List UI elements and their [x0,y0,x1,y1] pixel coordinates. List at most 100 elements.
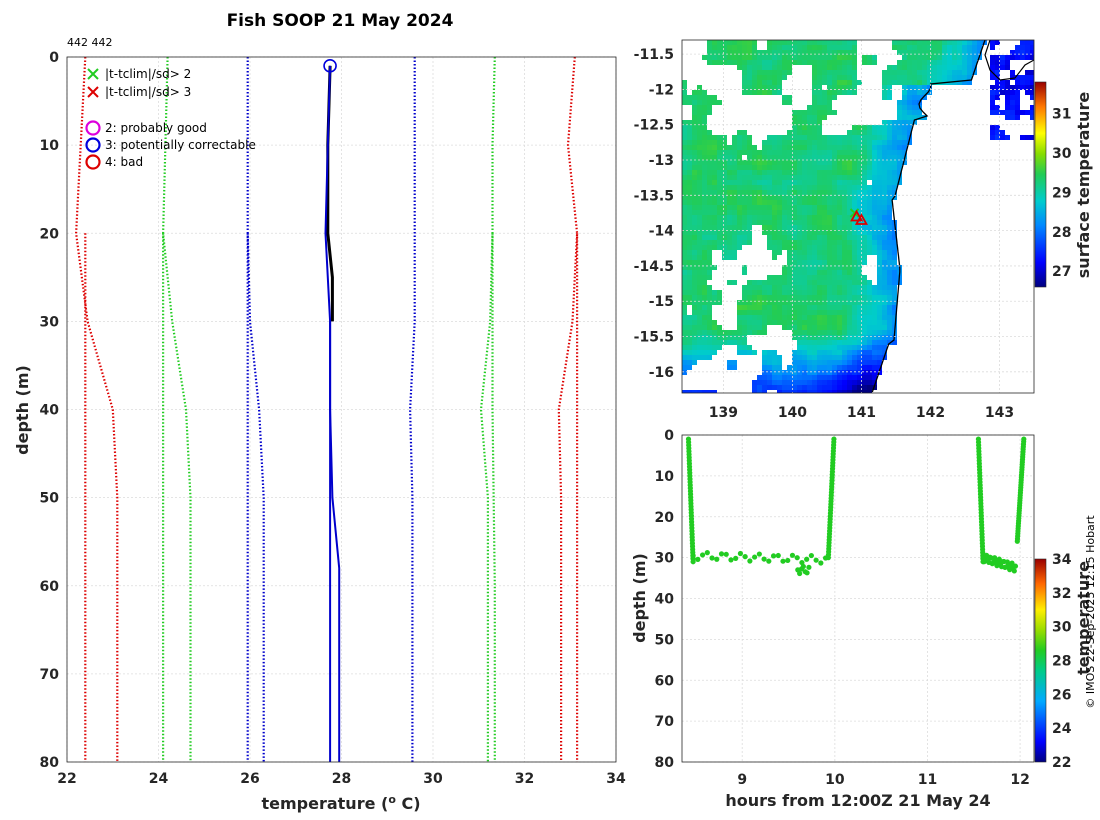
map-sst-cell [692,230,697,235]
map-sst-cell [812,200,817,205]
profile-series-line [74,56,119,762]
map-sst-cell [742,150,747,155]
map-sst-cell [807,255,812,260]
map-sst-cell [687,225,692,230]
map-sst-cell [722,190,727,195]
map-sst-cell [762,300,767,305]
map-sst-cell [802,390,807,393]
map-sst-cell [697,170,702,175]
map-sst-cell [837,370,842,375]
map-sst-cell [852,145,857,150]
map-sst-cell [792,300,797,305]
map-sst-cell [847,325,852,330]
map-sst-cell [872,125,877,130]
map-sst-cell [912,55,917,60]
map-sst-cell [792,125,797,130]
map-sst-cell [802,240,807,245]
map-sst-cell [887,150,892,155]
map-sst-cell [692,260,697,265]
map-sst-cell [712,160,717,165]
map-sst-cell [852,280,857,285]
map-sst-cell [802,360,807,365]
map-sst-cell [817,185,822,190]
map-sst-cell [832,305,837,310]
map-sst-cell [952,50,957,55]
map-sst-cell [782,230,787,235]
map-sst-cell [862,150,867,155]
map-sst-cell [827,360,832,365]
map-sst-cell [995,130,1000,135]
map-sst-cell [877,340,882,345]
map-sst-cell [837,215,842,220]
map-sst-cell [877,250,882,255]
map-x-marker [849,208,860,218]
map-sst-cell [792,50,797,55]
map-sst-cell [712,55,717,60]
map-sst-cell [792,145,797,150]
map-sst-cell [817,55,822,60]
time-point [804,570,810,576]
time-y-tick-label: 80 [655,755,675,771]
map-sst-cell [787,255,792,260]
map-sst-cell [802,220,807,225]
map-sst-cell [872,225,877,230]
map-sst-cell [847,140,852,145]
map-sst-cell [767,380,772,385]
map-sst-cell [702,110,707,115]
time-point [797,570,803,577]
time-colorbar-label: temperature [1074,561,1093,675]
map-sst-cell [782,150,787,155]
map-sst-cell [847,185,852,190]
map-sst-cell [847,155,852,160]
map-sst-cell [772,160,777,165]
map-x-tick-label: 140 [778,405,807,421]
map-sst-cell [812,105,817,110]
map-sst-cell [772,90,777,95]
map-sst-cell [857,230,862,235]
map-sst-cell [822,270,827,275]
map-sst-cell [687,135,692,140]
map-sst-cell [832,140,837,145]
map-sst-cell [682,220,687,225]
map-sst-cell [697,200,702,205]
map-sst-cell [832,350,837,355]
map-sst-cell [707,230,712,235]
map-sst-cell [877,230,882,235]
map-sst-cell [827,280,832,285]
map-sst-cell [682,170,687,175]
map-sst-cell [857,175,862,180]
map-sst-cell [877,130,882,135]
map-sst-cell [807,240,812,245]
map-sst-cell [792,165,797,170]
map-sst-cell [682,275,687,280]
map-sst-cell [777,170,782,175]
map-sst-cell [802,385,807,390]
map-sst-cell [832,40,837,45]
map-sst-cell [702,250,707,255]
map-sst-cell [702,245,707,250]
map-sst-cell [832,80,837,85]
map-sst-cell [682,165,687,170]
map-sst-cell [702,275,707,280]
map-sst-cell [807,285,812,290]
map-sst-cell [777,50,782,55]
map-sst-cell [832,370,837,375]
map-sst-cell [882,70,887,75]
map-sst-cell [877,310,882,315]
map-sst-cell [762,70,767,75]
map-sst-cell [802,195,807,200]
map-sst-cell [837,140,842,145]
map-sst-cell [812,190,817,195]
map-sst-cell [817,165,822,170]
map-sst-cell [697,160,702,165]
map-sst-cell [722,185,727,190]
map-sst-cell [767,310,772,315]
map-sst-cell [877,190,882,195]
map-sst-cell [802,265,807,270]
map-sst-cell [802,115,807,120]
map-sst-cell [872,175,877,180]
map-sst-cell [842,255,847,260]
map-sst-cell [812,170,817,175]
map-sst-cell [822,360,827,365]
map-sst-cell [852,75,857,80]
